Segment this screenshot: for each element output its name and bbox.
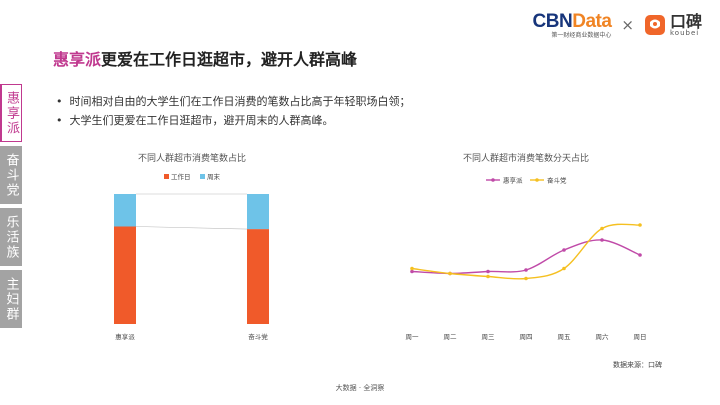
header-logos: CBNData 第一财经商业数据中心 × 口碑 koubei xyxy=(533,8,702,42)
series-point-0-5 xyxy=(600,238,604,242)
series-point-1-4 xyxy=(562,266,566,271)
page-title-rest: 更爱在工作日逛超市，避开人群高峰 xyxy=(101,50,358,69)
series-point-1-3 xyxy=(524,276,528,281)
footer-note: 大数据 · 全洞察 xyxy=(335,384,385,392)
cbndata-subtitle: 第一财经商业数据中心 xyxy=(551,31,612,39)
koubei-en: koubei xyxy=(669,28,700,37)
cbndata-logo-part2: Data xyxy=(572,10,612,32)
legend-label-0: 工作日 xyxy=(171,172,191,181)
bar-weekend-1 xyxy=(247,194,269,230)
bullet-item-2: 大学生们更爱在工作日逛超市，避开周末的人群高峰。 xyxy=(56,111,411,130)
koubei-cn: 口碑 xyxy=(669,11,702,31)
series-point-0-4 xyxy=(562,248,566,252)
connector-split xyxy=(135,226,248,230)
x-tick-label-1: 周二 xyxy=(444,333,458,341)
line-legend-label-1: 奋斗党 xyxy=(547,176,567,185)
tab-huixiangpai[interactable]: 惠享派 xyxy=(0,84,22,142)
koubei-logo: 口碑 koubei xyxy=(644,11,702,37)
tab-lehuozu[interactable]: 乐活族 xyxy=(0,208,22,266)
times-sign: × xyxy=(621,16,634,34)
koubei-mark-icon xyxy=(644,15,665,35)
sidebar-tabs: 惠享派 奋斗党 乐活族 主妇群 xyxy=(0,84,22,332)
tab-fendoudang[interactable]: 奋斗党 xyxy=(0,146,22,204)
series-point-0-2 xyxy=(486,269,490,274)
bar-weekend-0 xyxy=(114,194,136,227)
tab-zhufuqun[interactable]: 主妇群 xyxy=(0,270,22,328)
series-point-1-5 xyxy=(600,226,604,231)
line-chart-title: 不同人群超市消费笔数分天占比 xyxy=(463,152,589,164)
series-point-1-0 xyxy=(410,266,414,271)
page-title: 惠享派更爱在工作日逛超市，避开人群高峰 xyxy=(53,46,357,70)
series-point-1-2 xyxy=(486,274,490,279)
line-legend-dot-0 xyxy=(491,178,495,182)
page-title-accent: 惠享派 xyxy=(53,50,102,69)
x-tick-label-5: 周六 xyxy=(596,332,610,341)
series-point-1-1 xyxy=(448,271,452,276)
bullet-list: 时间相对自由的大学生们在工作日消费的笔数占比高于年轻职场白领； 大学生们更爱在工… xyxy=(56,92,411,130)
bar-category-label-1: 奋斗党 xyxy=(248,332,268,341)
line-legend-label-0: 惠享派 xyxy=(503,176,523,185)
x-tick-label-2: 周三 xyxy=(482,333,496,341)
x-tick-label-0: 周一 xyxy=(406,333,420,341)
series-point-0-0 xyxy=(410,269,414,274)
series-point-0-6 xyxy=(638,253,642,257)
legend-swatch-0 xyxy=(164,174,169,179)
legend-swatch-1 xyxy=(200,174,205,179)
bullet-item-1: 时间相对自由的大学生们在工作日消费的笔数占比高于年轻职场白领； xyxy=(56,92,411,111)
x-tick-label-4: 周五 xyxy=(558,333,572,341)
x-tick-label-3: 周四 xyxy=(520,333,533,341)
cbndata-logo: CBNData 第一财经商业数据中心 xyxy=(533,12,612,39)
bar-workday-1 xyxy=(247,229,269,324)
cbndata-logo-part1: CBN xyxy=(532,10,573,32)
line-legend-dot-1 xyxy=(535,178,539,182)
x-tick-label-6: 周日 xyxy=(634,333,647,341)
bar-chart-title: 不同人群超市消费笔数占比 xyxy=(138,152,246,164)
bar-category-label-0: 惠享派 xyxy=(115,332,135,341)
data-source: 数据来源：口碑 xyxy=(613,361,662,369)
series-point-1-6 xyxy=(638,223,642,227)
series-point-0-3 xyxy=(524,268,528,272)
bar-workday-0 xyxy=(114,226,136,324)
legend-label-1: 周末 xyxy=(207,172,221,181)
